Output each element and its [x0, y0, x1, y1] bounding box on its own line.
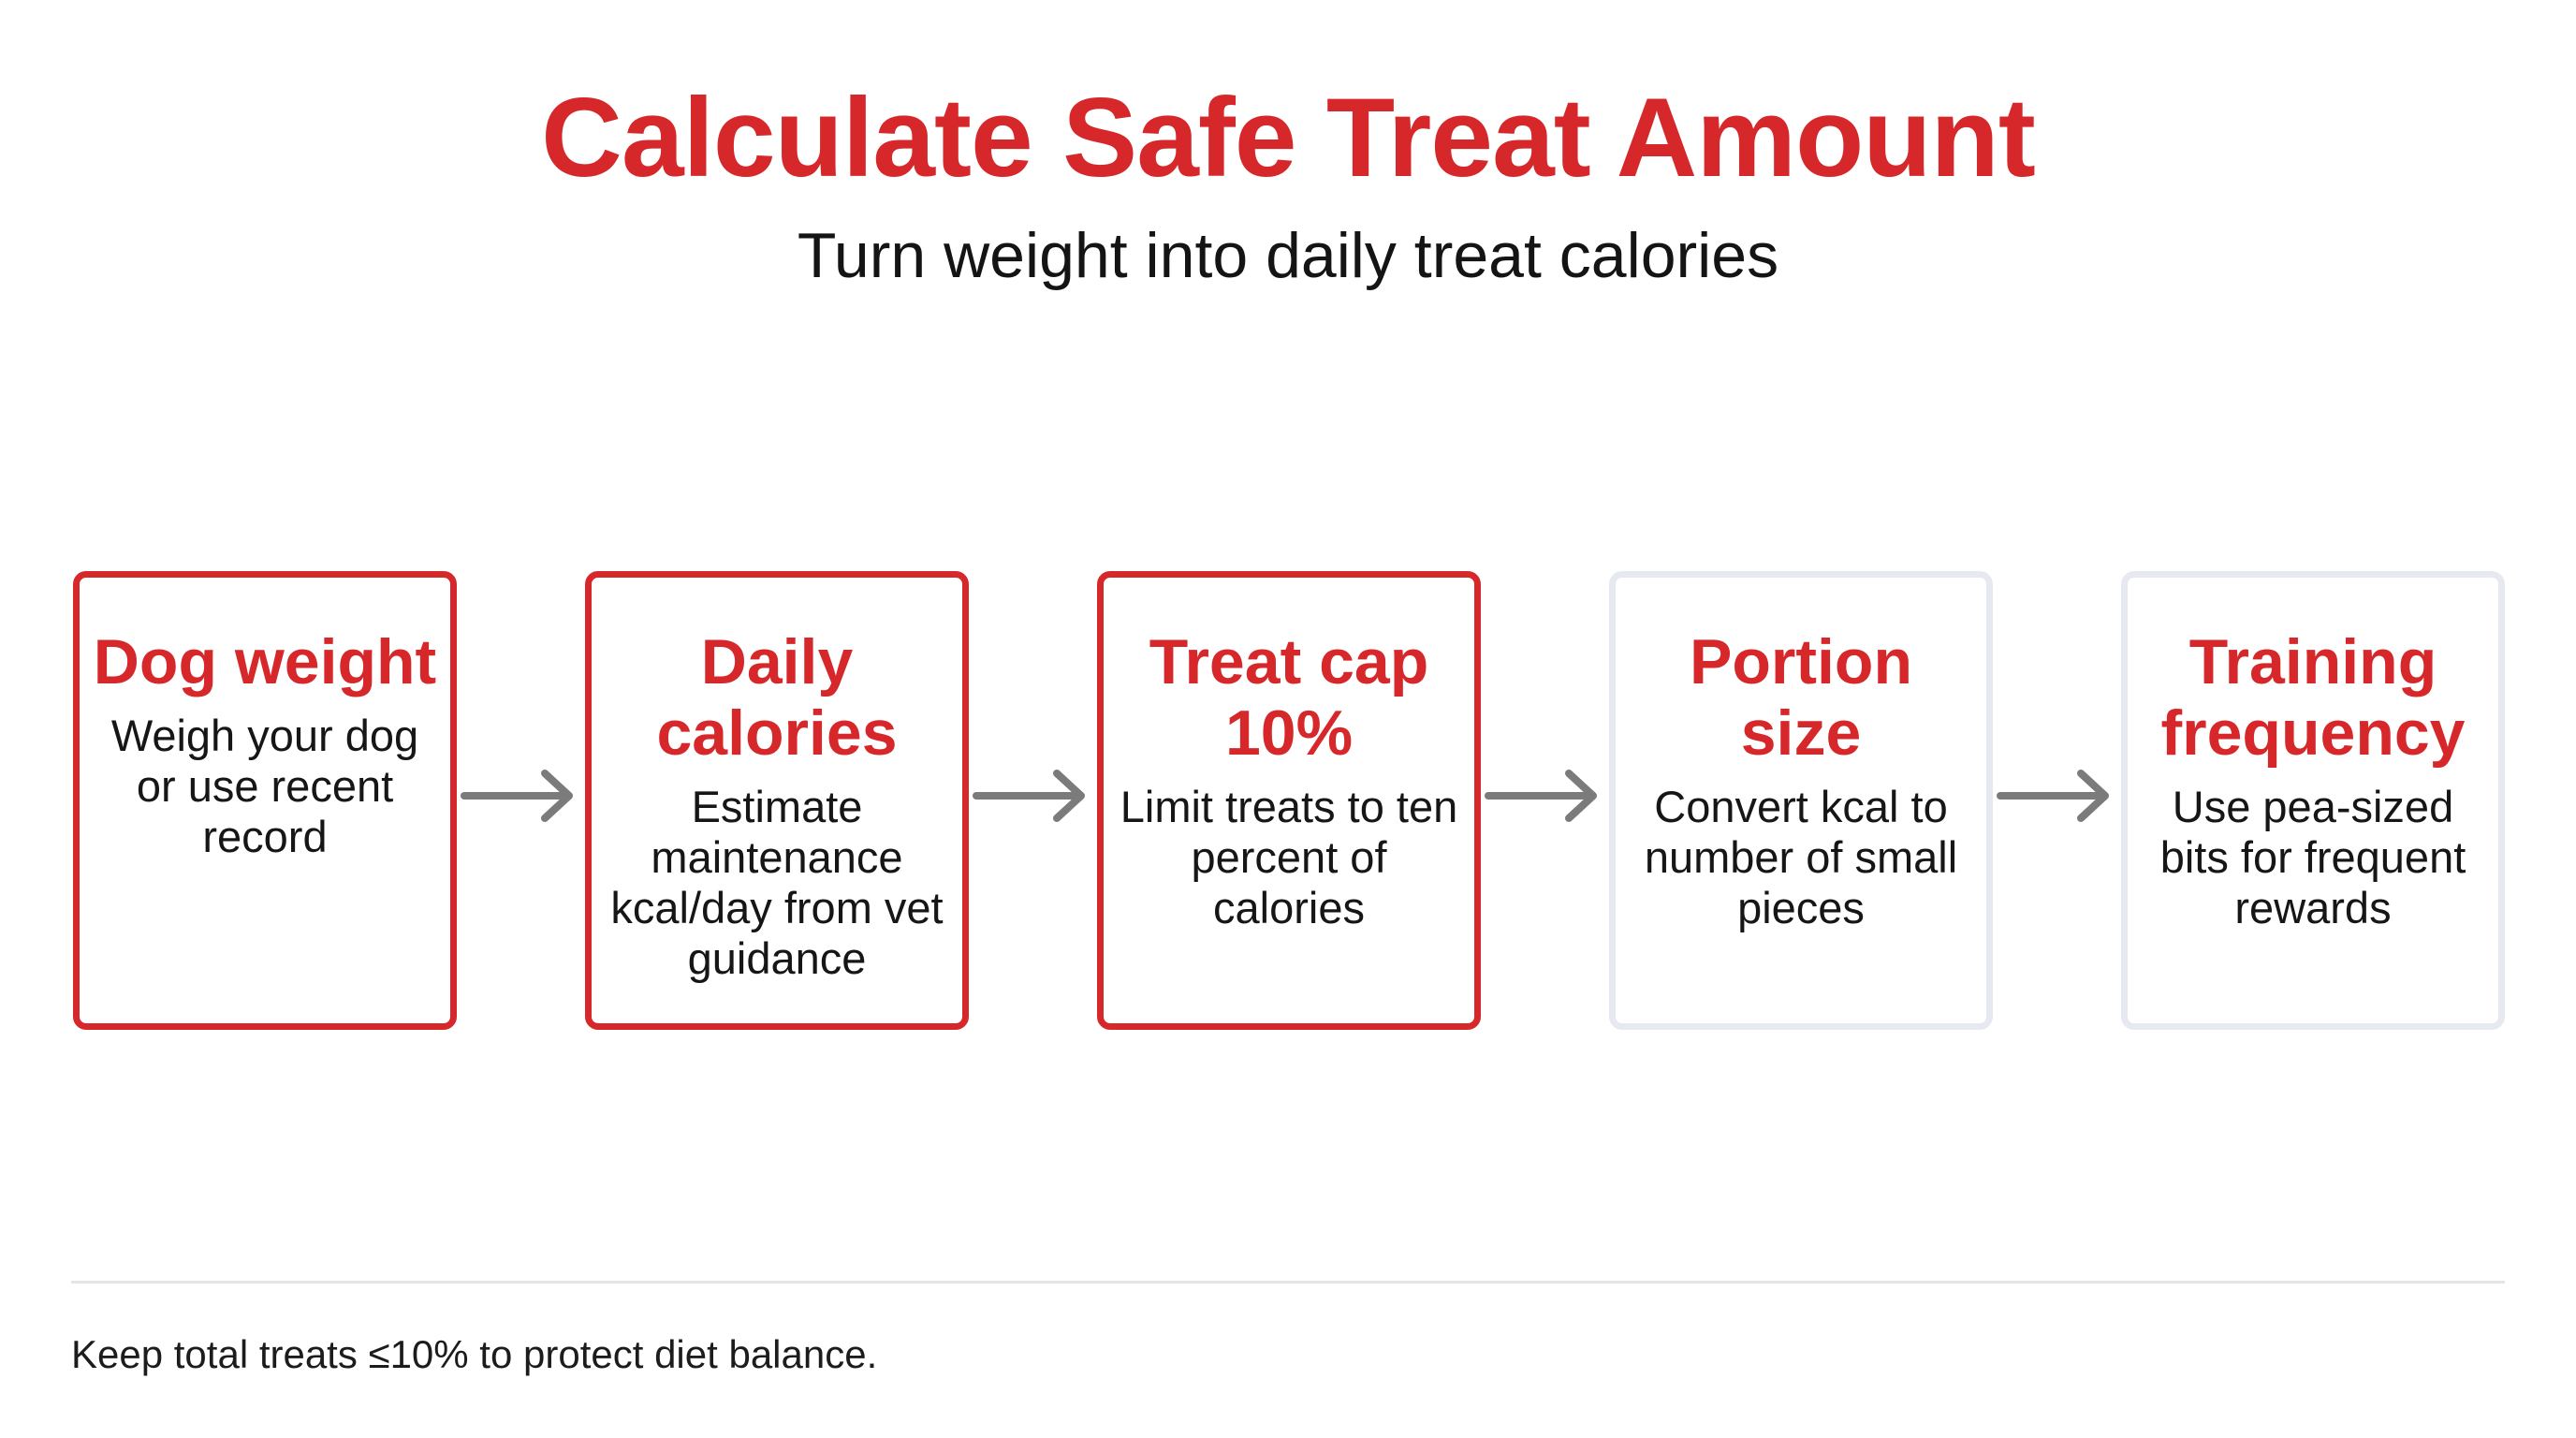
step-daily-calories: Daily calories Estimate maintenance kcal…: [585, 571, 969, 1030]
arrow-right-icon: [1485, 770, 1597, 822]
step-title: Daily calories: [656, 626, 898, 769]
step-treat-cap: Treat cap 10% Limit treats to ten percen…: [1097, 571, 1481, 1030]
step-description: Estimate maintenance kcal/day from vet g…: [610, 782, 944, 983]
footer-note: Keep total treats ≤10% to protect diet b…: [71, 1332, 878, 1376]
step-training-frequency: Training frequency Use pea-sized bits fo…: [2121, 571, 2505, 1030]
page-title: Calculate Safe Treat Amount: [541, 75, 2036, 200]
step-description: Use pea-sized bits for frequent rewards: [2159, 782, 2466, 932]
step-description: Limit treats to ten percent of calories: [1120, 782, 1458, 932]
step-title: Training frequency: [2160, 626, 2466, 769]
step-title: Treat cap 10%: [1149, 626, 1429, 769]
step-description: Weigh your dog or use recent record: [110, 711, 419, 861]
page-subtitle: Turn weight into daily treat calories: [797, 220, 1779, 291]
step-title: Portion size: [1690, 626, 1912, 769]
arrow-right-icon: [1997, 770, 2109, 822]
step-portion-size: Portion size Convert kcal to number of s…: [1609, 571, 1993, 1030]
step-description: Convert kcal to number of small pieces: [1644, 782, 1958, 932]
arrow-right-icon: [973, 770, 1085, 822]
step-title: Dog weight: [93, 626, 437, 697]
step-dog-weight: Dog weight Weigh your dog or use recent …: [73, 571, 457, 1030]
arrow-right-icon: [461, 770, 573, 822]
footer-divider: [71, 1281, 2505, 1284]
